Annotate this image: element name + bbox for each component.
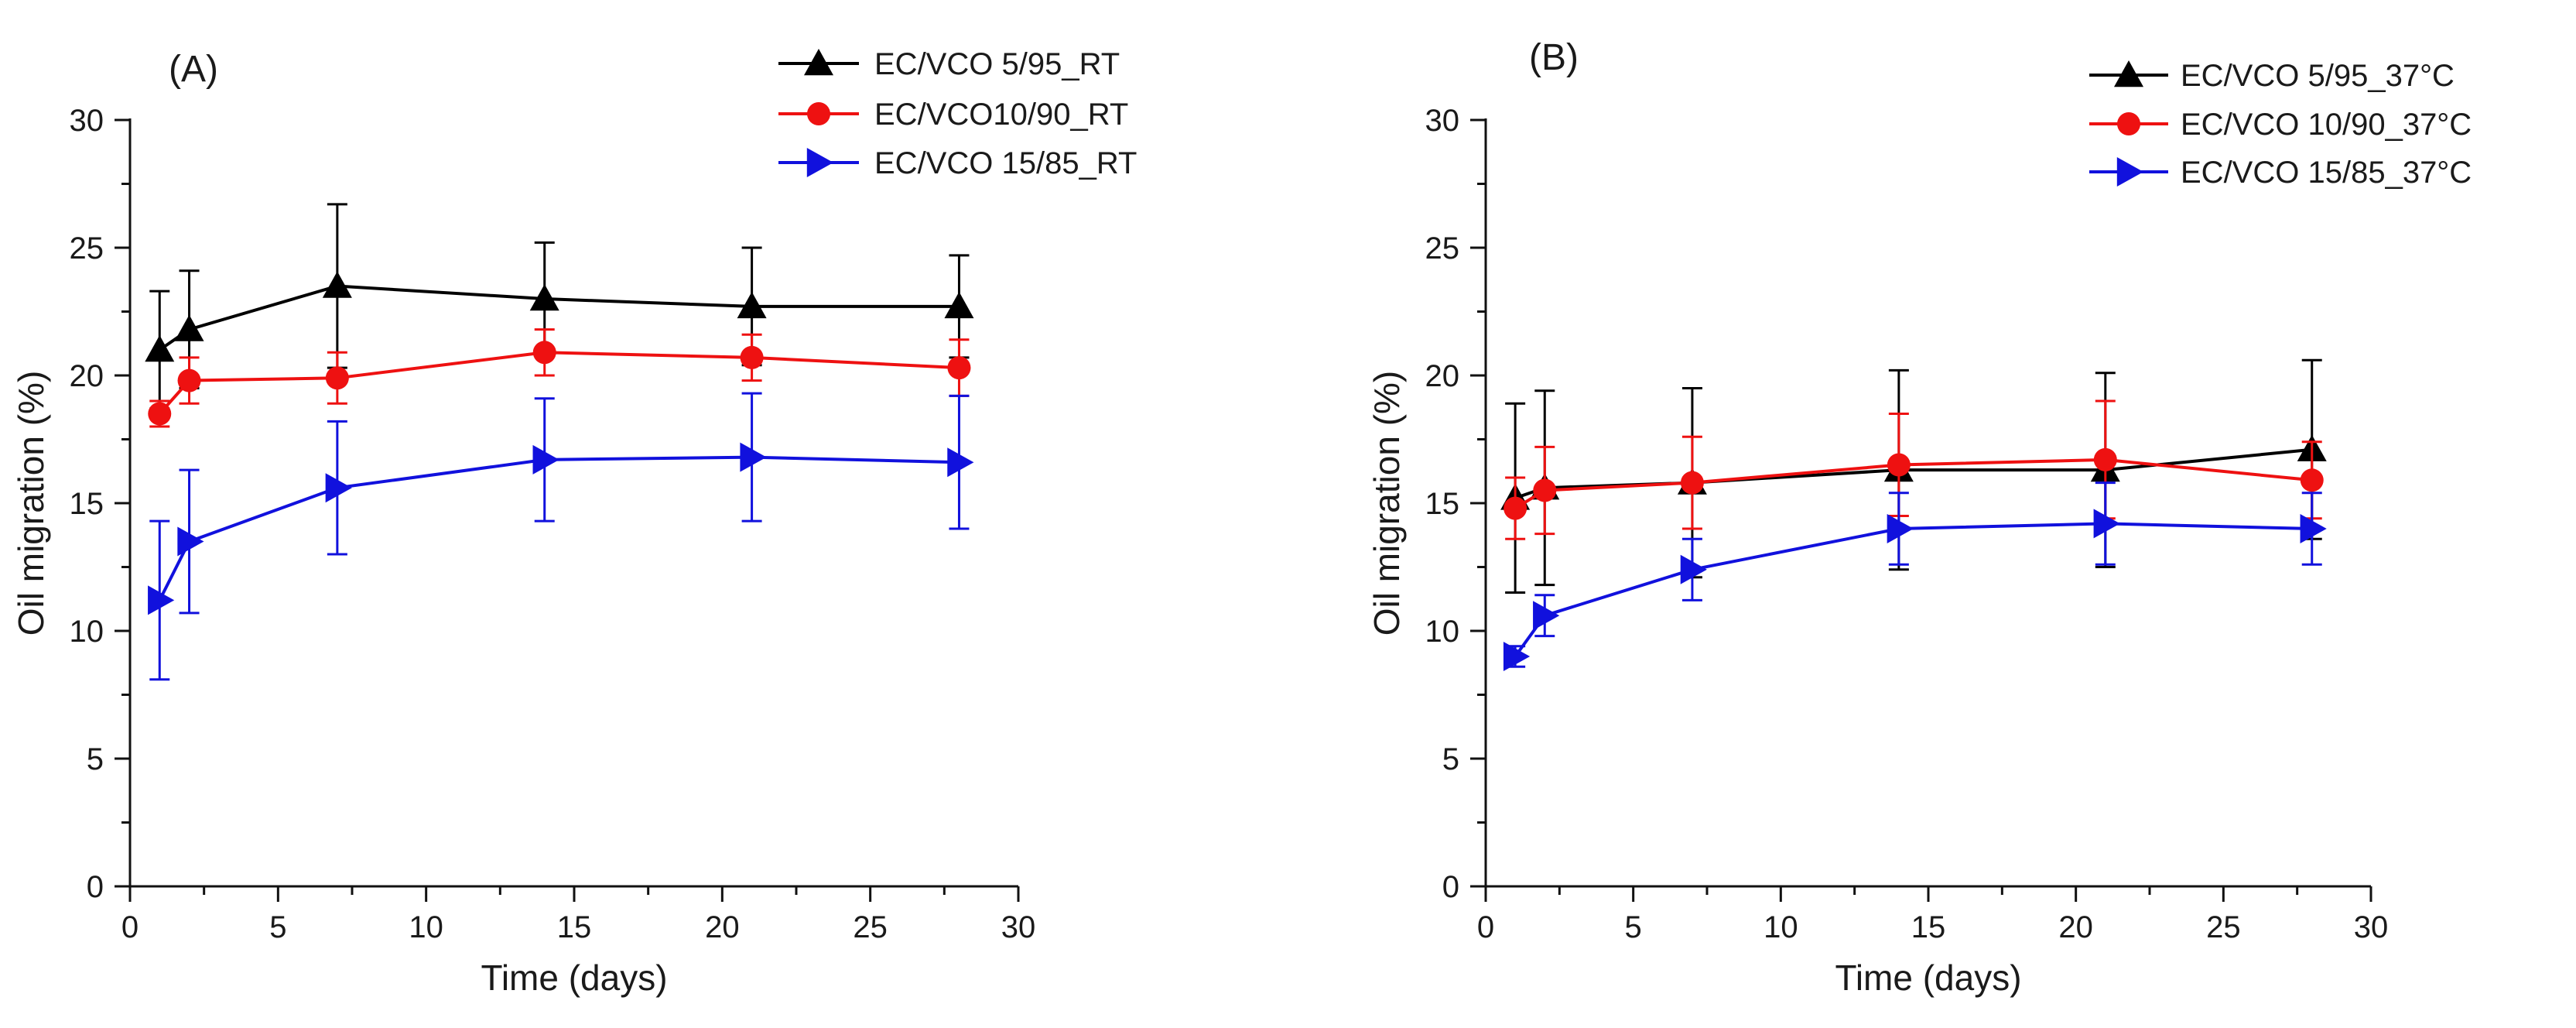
y-tick-label: 20 (70, 359, 104, 393)
data-point (2093, 447, 2117, 471)
x-tick-label: 20 (705, 910, 740, 944)
legend: EC/VCO 5/95_RT EC/VCO10/90_RT EC/VCO 15/85… (778, 47, 1137, 180)
y-tick-label: 0 (87, 870, 104, 904)
legend-label: EC/VCO 5/95_RT (874, 47, 1120, 81)
panel-label-b: (B) (1529, 37, 1579, 78)
x-tick-label: 20 (2058, 910, 2093, 944)
legend-label: EC/VCO 15/85_37°C (2181, 156, 2472, 190)
legend-item: EC/VCO 15/85_37°C (2089, 156, 2472, 190)
data-point (1887, 514, 1914, 543)
data-point (145, 335, 175, 362)
x-tick-label: 30 (2354, 910, 2389, 944)
x-tick-label: 15 (557, 910, 592, 944)
data-point (177, 368, 201, 392)
data-point (174, 314, 204, 341)
data-point (1533, 601, 1560, 631)
data-point (1503, 642, 1531, 671)
data-point (148, 585, 175, 615)
legend-label: EC/VCO10/90_RT (874, 98, 1128, 132)
y-tick-label: 15 (1425, 487, 1460, 521)
data-point (325, 366, 349, 390)
legend-label: EC/VCO 10/90_37°C (2181, 108, 2472, 142)
legend-marker (2114, 60, 2143, 87)
y-tick-label: 15 (70, 487, 104, 521)
x-tick-label: 15 (1911, 910, 1946, 944)
y-tick-label: 25 (70, 231, 104, 266)
x-tick-label: 30 (1001, 910, 1036, 944)
data-point (740, 345, 764, 369)
data-point (740, 442, 767, 472)
y-tick-label: 20 (1425, 359, 1460, 393)
legend-label: EC/VCO 5/95_37°C (2181, 59, 2455, 93)
legend-item: EC/VCO 15/85_RT (778, 146, 1137, 180)
series-3 (1503, 481, 2327, 671)
y-tick-label: 5 (1442, 742, 1459, 776)
y-tick-label: 25 (1425, 231, 1460, 266)
legend-marker (2117, 112, 2140, 135)
data-point (2093, 509, 2120, 539)
data-point (1680, 471, 1704, 495)
data-point (322, 271, 352, 298)
panel-label-a: (A) (169, 49, 218, 90)
x-tick-label: 10 (1764, 910, 1798, 944)
y-tick-label: 5 (87, 742, 104, 776)
data-point (177, 526, 204, 557)
data-point (947, 356, 971, 380)
legend-item: EC/VCO10/90_RT (778, 98, 1128, 132)
legend-label: EC/VCO 15/85_RT (874, 146, 1137, 180)
x-tick-label: 25 (853, 910, 888, 944)
data-point (944, 291, 974, 319)
x-tick-label: 5 (1625, 910, 1642, 944)
data-point (1680, 554, 1707, 584)
x-tick-label: 0 (1477, 910, 1494, 944)
x-tick-label: 10 (409, 910, 443, 944)
legend-item: EC/VCO 5/95_37°C (2089, 59, 2455, 93)
legend: EC/VCO 5/95_37°C EC/VCO 10/90_37°C EC/VCO … (2089, 59, 2472, 190)
data-point (529, 284, 559, 311)
data-point (532, 341, 556, 365)
y-axis-title: Oil migration (%) (11, 371, 51, 636)
y-axis-title: Oil migration (%) (1367, 371, 1407, 636)
y-tick-label: 30 (70, 104, 104, 138)
data-point (148, 402, 172, 426)
data-point (325, 473, 352, 503)
y-tick-label: 10 (70, 615, 104, 649)
x-axis-title: Time (days) (1835, 958, 2021, 998)
data-point (2300, 468, 2324, 492)
data-point (1887, 453, 1911, 477)
series-2 (148, 328, 971, 428)
data-point (2300, 514, 2327, 543)
legend-marker (807, 102, 830, 125)
y-tick-label: 10 (1425, 615, 1460, 649)
x-tick-label: 5 (269, 910, 286, 944)
x-axis-title: Time (days) (481, 958, 667, 998)
series-3 (148, 392, 974, 681)
data-point (1533, 478, 1557, 502)
legend-item: EC/VCO 10/90_37°C (2089, 108, 2472, 142)
chart-panel-b: 0 5 10 15 20 25 30 0 5 10 15 20 25 30 Time (days) Oil m… (1367, 37, 2472, 998)
y-tick-label: 30 (1425, 104, 1460, 138)
x-tick-label: 0 (121, 910, 139, 944)
y-tick-label: 0 (1442, 870, 1459, 904)
legend-item: EC/VCO 5/95_RT (778, 47, 1120, 81)
legend-marker (804, 49, 833, 76)
data-point (737, 291, 767, 319)
data-point (1504, 496, 1527, 520)
chart-panel-a: 0 5 10 15 20 25 30 0 5 10 15 20 25 30 Time (days) Oil m… (11, 47, 1137, 998)
legend-marker (2116, 157, 2143, 187)
x-tick-label: 25 (2206, 910, 2241, 944)
data-point (532, 444, 559, 475)
legend-marker (806, 148, 833, 177)
data-point (947, 447, 974, 478)
